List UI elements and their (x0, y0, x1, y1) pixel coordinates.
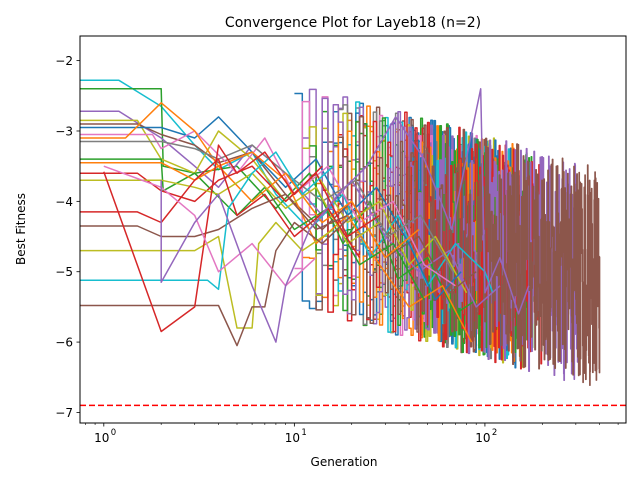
series-line (80, 102, 473, 343)
y-tick-label: −7 (55, 406, 73, 420)
noise-series-line (338, 115, 601, 387)
series-line (160, 88, 530, 343)
x-tick-exponent: 2 (492, 428, 497, 438)
chart-title: Convergence Plot for Layeb18 (n=2) (225, 15, 481, 31)
y-axis-label: Best Fitness (14, 193, 28, 265)
y-tick-label: −6 (55, 336, 73, 350)
series-line (80, 116, 462, 301)
x-tick-label: 10 (94, 431, 109, 445)
x-tick-label: 10 (285, 431, 300, 445)
y-tick-label: −3 (55, 124, 73, 138)
series-line (103, 144, 323, 333)
x-tick-exponent: 1 (301, 428, 306, 438)
plot-frame (79, 35, 627, 424)
series-line (80, 88, 477, 315)
series-line (80, 193, 348, 238)
x-axis-label: Generation (311, 455, 378, 469)
series-line (80, 130, 456, 287)
y-axis-ticks: −2 −3 −4 −5 −6 −7 (55, 54, 80, 420)
y-tick-label: −4 (55, 195, 73, 209)
x-axis-ticks: 10 0 10 1 10 2 (85, 423, 619, 445)
series-line (80, 151, 334, 291)
y-tick-label: −5 (55, 265, 73, 279)
plot-lines (80, 79, 601, 387)
series-line (80, 165, 381, 238)
series-line (80, 158, 361, 259)
x-tick-exponent: 0 (111, 428, 116, 438)
x-tick-label: 10 (475, 431, 490, 445)
y-tick-label: −2 (55, 54, 73, 68)
